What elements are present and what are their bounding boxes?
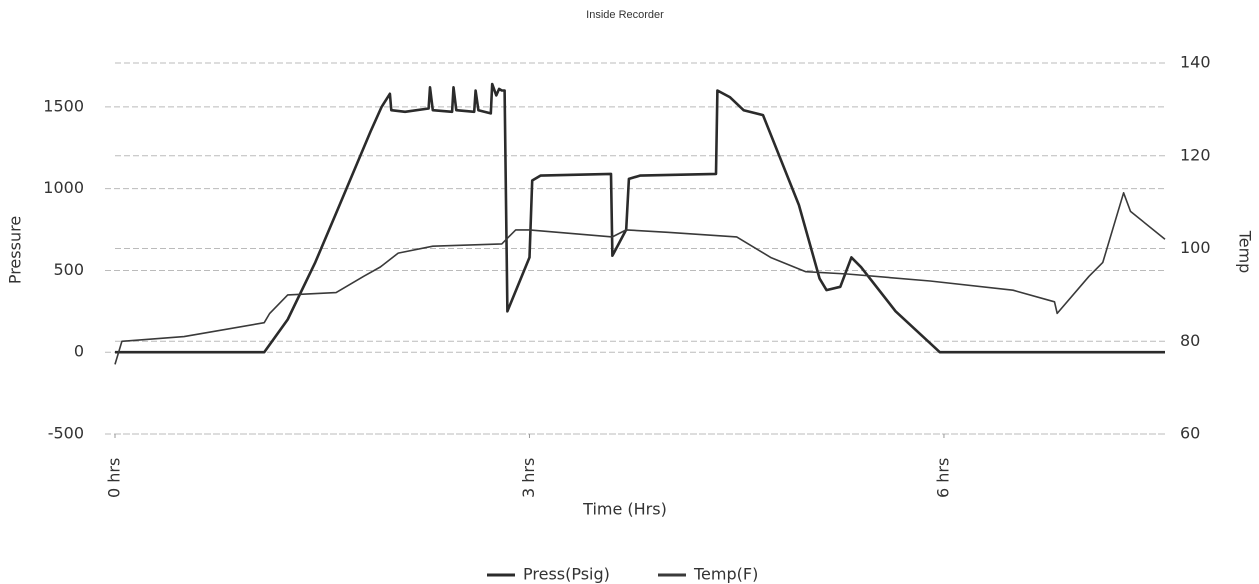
x-tick-label: 6 hrs: [933, 458, 952, 498]
y-axis-label: Pressure: [6, 216, 25, 284]
series-line: [114, 192, 1166, 365]
y2-tick-label: 80: [1180, 331, 1200, 350]
y-tick-label: 1500: [43, 96, 84, 115]
x-tick-label: 3 hrs: [519, 458, 538, 498]
y2-tick-label: 120: [1180, 145, 1211, 164]
y2-axis-label: Temp: [1236, 230, 1255, 274]
series-line: [115, 82, 1165, 354]
y2-tick-label: 60: [1180, 424, 1200, 443]
x-tick-label: 0 hrs: [105, 458, 124, 498]
legend-label: Press(Psig): [523, 565, 610, 584]
y-tick-label: 500: [53, 260, 84, 279]
y2-tick-label: 140: [1180, 53, 1211, 72]
y-tick-label: -500: [48, 424, 84, 443]
y2-tick-label: 100: [1180, 238, 1211, 257]
y-tick-label: 1000: [43, 178, 84, 197]
x-axis-label: Time (Hrs): [582, 500, 667, 519]
y-tick-label: 0: [74, 342, 84, 361]
chart-title: Inside Recorder: [586, 9, 664, 21]
legend-label: Temp(F): [693, 565, 758, 584]
